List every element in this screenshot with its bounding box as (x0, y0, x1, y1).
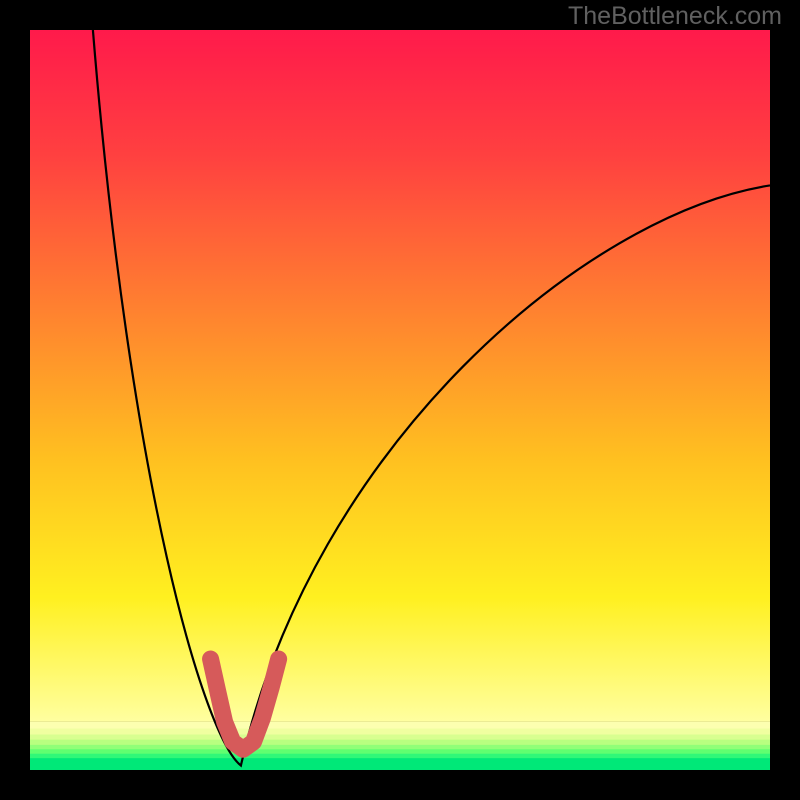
bottleneck-chart (30, 30, 770, 770)
watermark-text: TheBottleneck.com (568, 2, 782, 31)
gradient-background (30, 30, 770, 770)
